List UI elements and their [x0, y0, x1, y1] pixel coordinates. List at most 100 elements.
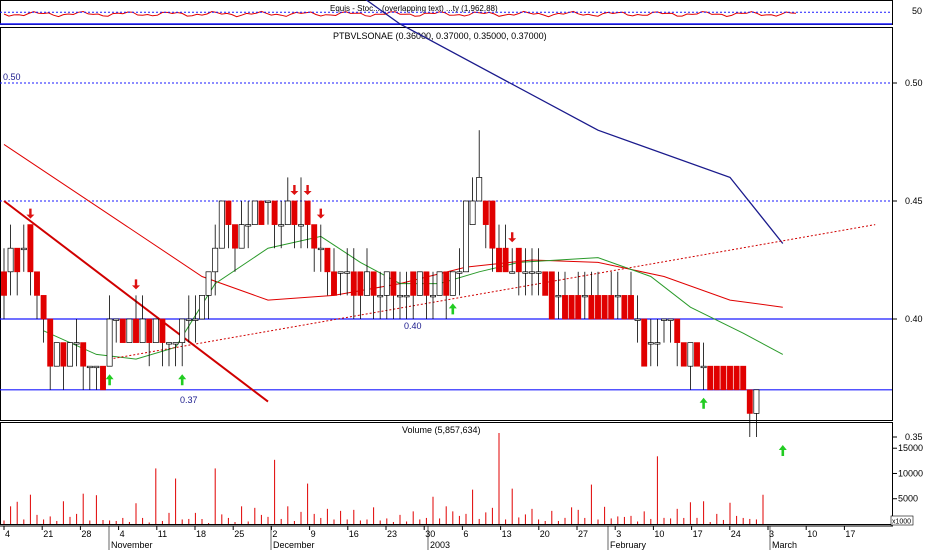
candle-body	[608, 295, 615, 320]
x-tick-label: 9	[311, 529, 316, 539]
candle-body	[436, 271, 443, 296]
candle-body	[119, 318, 126, 343]
candle-body	[291, 200, 298, 225]
long-moving-average	[365, 0, 784, 244]
x-tick-label: 30	[425, 529, 435, 539]
candle-body	[152, 318, 159, 343]
x-tick-label: 2	[272, 529, 277, 539]
candle-body	[67, 342, 73, 367]
candle-body	[324, 247, 331, 273]
price-tick-label: 0.35	[905, 432, 923, 442]
candles	[1, 130, 760, 437]
candle-body	[337, 271, 344, 274]
x-tick-label: 28	[81, 529, 91, 539]
x-tick-label: 24	[731, 529, 741, 539]
candle-body	[284, 200, 291, 225]
candle-body	[166, 342, 172, 345]
candle-body	[621, 295, 628, 320]
x-tick-label: 6	[463, 529, 468, 539]
candle-body	[331, 271, 337, 296]
x-tick-label: 25	[234, 529, 244, 539]
candle-body	[443, 271, 450, 296]
volume-tick-label: 15000	[898, 443, 923, 453]
candle-body	[364, 271, 370, 296]
candle-body	[588, 295, 595, 320]
candle-body	[562, 295, 568, 320]
candle-body	[568, 295, 575, 320]
candle-body	[390, 271, 397, 296]
candle-body	[713, 365, 720, 391]
candle-body	[34, 271, 40, 296]
volume-scale-box	[890, 515, 914, 526]
candle-body	[278, 224, 285, 227]
up-arrow-icon	[699, 397, 708, 409]
top-panel-label: Equis - Stoc... (overlapping text) ...ty…	[330, 4, 498, 13]
uptrend-line	[109, 224, 876, 360]
candle-body	[575, 295, 582, 320]
candle-body	[383, 271, 390, 296]
x-tick-label: 27	[578, 529, 588, 539]
month-label: 2003	[430, 540, 450, 550]
x-tick-label: 4	[5, 529, 10, 539]
candle-body	[548, 271, 555, 320]
candle-body	[680, 342, 687, 367]
candle-body	[740, 365, 747, 391]
candle-body	[146, 318, 153, 343]
candle-body	[377, 295, 384, 298]
candle-body	[727, 365, 733, 391]
candle-body	[357, 271, 364, 296]
x-tick-label: 16	[349, 529, 359, 539]
candle-body	[344, 271, 351, 274]
price-panel-frame	[0, 27, 893, 421]
candle-body	[53, 342, 60, 367]
top-panel-series	[3, 10, 797, 18]
up-arrow-icon	[178, 374, 187, 386]
x-tick-label: 4	[120, 529, 125, 539]
candle-body	[529, 271, 535, 274]
candle-body	[172, 342, 179, 345]
candle-body	[489, 200, 496, 249]
candle-body	[298, 224, 304, 227]
signal-arrows	[26, 185, 787, 456]
candle-body	[47, 318, 54, 367]
x-tick-label: 10	[807, 529, 817, 539]
candle-body	[1, 271, 7, 296]
month-label: December	[273, 540, 315, 550]
down-arrow-icon	[132, 279, 140, 290]
volume-panel: Volume (5,857,634) 15000 10000 5000 x1000	[0, 422, 923, 526]
x-axis: 4 21 28 4 11 18 25 2 9 16 23 30 6 13 20 27 3 10 17 24 3 10 17 N…	[0, 525, 893, 550]
candle-body	[410, 271, 417, 296]
candle-body	[113, 318, 120, 321]
candle-body	[185, 318, 192, 321]
candle-body	[423, 271, 430, 296]
candle-body	[496, 247, 502, 273]
price-tick-label: 0.40	[905, 314, 923, 324]
candle-body	[581, 295, 588, 298]
price-tick-label: 0.50	[905, 78, 923, 88]
candle-body	[93, 365, 100, 369]
candle-body	[100, 365, 106, 391]
candle-body	[133, 318, 139, 343]
volume-tick-label: 10000	[898, 468, 923, 478]
candle-body	[522, 271, 529, 274]
candle-body	[80, 342, 87, 367]
candle-body	[232, 224, 238, 249]
candle-body	[614, 295, 621, 298]
price-annotation: 0.37	[180, 395, 198, 405]
candle-body	[370, 271, 377, 296]
x-tick-label: 23	[387, 529, 397, 539]
candle-body	[258, 200, 265, 225]
candle-body	[304, 200, 311, 225]
x-tick-label: 11	[158, 529, 167, 539]
candle-body	[14, 247, 21, 273]
candle-body	[179, 318, 186, 343]
x-tick-label: 17	[845, 529, 855, 539]
candle-body	[753, 389, 760, 414]
candle-body	[707, 365, 714, 391]
candle-body	[482, 200, 489, 225]
volume-scale-label: x1000	[892, 519, 911, 526]
candle-body	[661, 318, 667, 321]
candle-body	[687, 342, 694, 367]
candle-body	[20, 247, 27, 251]
candle-body	[126, 318, 133, 343]
